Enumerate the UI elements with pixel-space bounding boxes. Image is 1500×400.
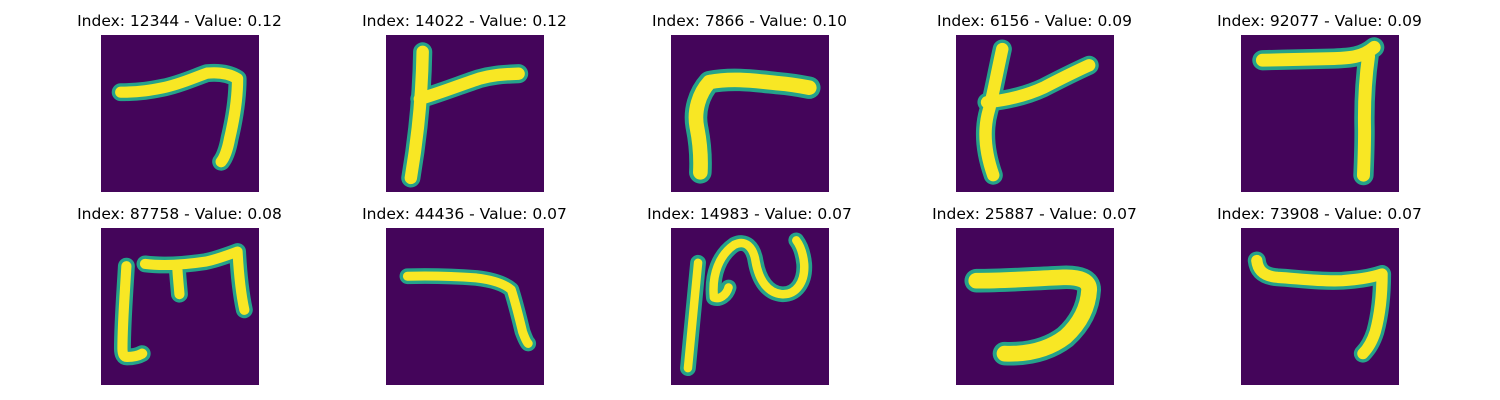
image-panel-3: Index: 7866 - Value: 0.10 bbox=[607, 11, 892, 201]
glyph-image bbox=[386, 228, 544, 385]
image-panel-4: Index: 6156 - Value: 0.09 bbox=[892, 11, 1177, 201]
glyph-image bbox=[101, 35, 259, 192]
panel-title: Index: 73908 - Value: 0.07 bbox=[1217, 205, 1422, 223]
panel-title: Index: 44436 - Value: 0.07 bbox=[362, 205, 567, 223]
panel-title: Index: 14983 - Value: 0.07 bbox=[647, 205, 852, 223]
glyph-image bbox=[101, 228, 259, 385]
glyph-image bbox=[956, 35, 1114, 192]
glyph-image bbox=[671, 35, 829, 192]
panel-title: Index: 25887 - Value: 0.07 bbox=[932, 205, 1137, 223]
image-panel-7: Index: 44436 - Value: 0.07 bbox=[322, 204, 607, 394]
panel-title: Index: 92077 - Value: 0.09 bbox=[1217, 12, 1422, 30]
panel-title: Index: 87758 - Value: 0.08 bbox=[77, 205, 282, 223]
image-panel-5: Index: 92077 - Value: 0.09 bbox=[1177, 11, 1462, 201]
glyph-image bbox=[671, 228, 829, 385]
glyph-image bbox=[956, 228, 1114, 385]
panel-title: Index: 14022 - Value: 0.12 bbox=[362, 12, 567, 30]
image-panel-10: Index: 73908 - Value: 0.07 bbox=[1177, 204, 1462, 394]
image-panel-1: Index: 12344 - Value: 0.12 bbox=[37, 11, 322, 201]
image-panel-8: Index: 14983 - Value: 0.07 bbox=[607, 204, 892, 394]
panel-title: Index: 12344 - Value: 0.12 bbox=[77, 12, 282, 30]
image-panel-2: Index: 14022 - Value: 0.12 bbox=[322, 11, 607, 201]
panel-title: Index: 7866 - Value: 0.10 bbox=[652, 12, 847, 30]
image-panel-6: Index: 87758 - Value: 0.08 bbox=[37, 204, 322, 394]
panel-title: Index: 6156 - Value: 0.09 bbox=[937, 12, 1132, 30]
glyph-image bbox=[386, 35, 544, 192]
glyph-image bbox=[1241, 35, 1399, 192]
glyph-image bbox=[1241, 228, 1399, 385]
image-panel-9: Index: 25887 - Value: 0.07 bbox=[892, 204, 1177, 394]
